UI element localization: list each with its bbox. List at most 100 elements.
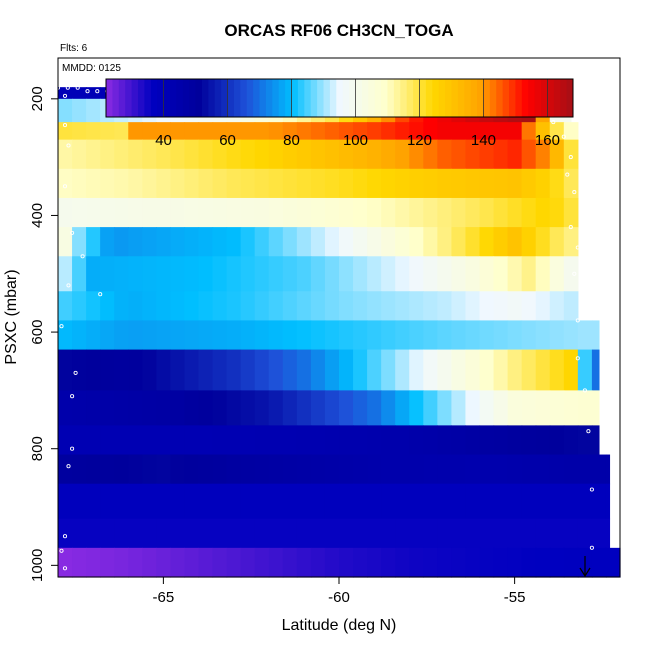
colorbar-segment bbox=[400, 79, 408, 117]
colorbar-segment bbox=[509, 79, 516, 117]
heatmap-cell bbox=[212, 139, 228, 170]
heatmap-cell bbox=[198, 168, 214, 199]
heatmap-cell bbox=[465, 454, 481, 485]
colorbar-segment bbox=[189, 79, 197, 117]
heatmap-cell bbox=[310, 320, 326, 351]
colorbar-segment bbox=[515, 79, 523, 117]
heatmap-cell bbox=[86, 425, 101, 456]
heatmap-cell bbox=[353, 349, 368, 391]
heatmap-cell bbox=[549, 122, 565, 141]
heatmap-cell bbox=[310, 483, 326, 520]
heatmap-cell bbox=[282, 454, 298, 485]
heatmap-cell bbox=[409, 139, 424, 170]
heatmap-cell bbox=[437, 518, 452, 549]
colorbar-segment bbox=[297, 79, 305, 117]
heatmap-cell bbox=[156, 197, 171, 228]
observation-point bbox=[75, 85, 80, 90]
heatmap-cell bbox=[170, 291, 186, 322]
heatmap-cell bbox=[423, 547, 438, 578]
heatmap-cell bbox=[381, 349, 396, 391]
heatmap-cell bbox=[493, 425, 509, 456]
heatmap-cell bbox=[58, 227, 73, 257]
colorbar-segment bbox=[349, 79, 356, 117]
heatmap-cell bbox=[212, 256, 228, 292]
heatmap-cell bbox=[339, 122, 354, 141]
observation-point bbox=[59, 324, 64, 329]
heatmap-cell bbox=[339, 483, 354, 520]
heatmap-cell bbox=[493, 390, 509, 426]
heatmap-cell bbox=[282, 518, 298, 549]
heatmap-cell bbox=[156, 547, 171, 578]
heatmap-cell bbox=[310, 454, 326, 485]
heatmap-cell bbox=[353, 390, 368, 426]
heatmap-cell bbox=[339, 256, 354, 292]
heatmap-cell bbox=[170, 483, 186, 520]
y-axis: 200 400 600 800 1000 bbox=[29, 86, 58, 582]
heatmap-cell bbox=[72, 87, 87, 100]
heatmap-cell bbox=[521, 454, 537, 485]
heatmap-cell bbox=[296, 227, 312, 257]
heatmap-cell bbox=[100, 168, 115, 199]
heatmap-cell bbox=[198, 425, 214, 456]
observation-point bbox=[575, 318, 580, 323]
heatmap-cell bbox=[423, 256, 438, 292]
heatmap-cell bbox=[72, 483, 87, 520]
heatmap-cell bbox=[381, 454, 396, 485]
colorbar-tick-label: 40 bbox=[155, 132, 172, 149]
heatmap-cell bbox=[367, 390, 382, 426]
heatmap-cell bbox=[591, 425, 600, 456]
heatmap-cell bbox=[367, 197, 382, 228]
heatmap-cell bbox=[128, 256, 143, 292]
heatmap-cell bbox=[268, 320, 284, 351]
heatmap-cell bbox=[268, 454, 284, 485]
heatmap-cell bbox=[310, 256, 326, 292]
colorbar-segment bbox=[125, 79, 133, 117]
heatmap-cell bbox=[535, 197, 551, 228]
heatmap-cell bbox=[451, 454, 467, 485]
observation-point bbox=[568, 155, 573, 160]
heatmap-cell bbox=[563, 425, 579, 456]
heatmap-cell bbox=[128, 227, 143, 257]
heatmap-cell bbox=[395, 349, 410, 391]
heatmap-cell bbox=[465, 349, 481, 391]
heatmap-cell bbox=[479, 291, 495, 322]
heatmap-cell bbox=[451, 256, 467, 292]
x-axis: -65 -60 -55 bbox=[153, 577, 525, 606]
heatmap-cell bbox=[339, 227, 354, 257]
heatmap-cell bbox=[156, 256, 171, 292]
heatmap-cell bbox=[226, 425, 242, 456]
observation-point bbox=[66, 143, 71, 148]
observation-point bbox=[575, 245, 580, 250]
heatmap-cell bbox=[212, 518, 228, 549]
heatmap-cell bbox=[395, 483, 410, 520]
heatmap-cell bbox=[114, 256, 129, 292]
heatmap-cell bbox=[226, 256, 242, 292]
heatmap-cell bbox=[465, 122, 481, 141]
heatmap-cell bbox=[549, 390, 565, 426]
heatmap-cell bbox=[521, 390, 537, 426]
heatmap-cell bbox=[367, 349, 382, 391]
heatmap-cell bbox=[521, 291, 537, 322]
heatmap-cell bbox=[282, 197, 298, 228]
heatmap-cell bbox=[535, 139, 551, 170]
heatmap-cell bbox=[156, 139, 171, 170]
colorbar-segment bbox=[477, 79, 484, 117]
colorbar-segment bbox=[528, 79, 536, 117]
heatmap-cell bbox=[170, 454, 186, 485]
heatmap-cell bbox=[128, 425, 143, 456]
colorbar-segment bbox=[182, 79, 190, 117]
heatmap bbox=[58, 87, 621, 578]
heatmap-cell bbox=[212, 483, 228, 520]
heatmap-cell bbox=[479, 256, 495, 292]
heatmap-cell bbox=[296, 320, 312, 351]
heatmap-cell bbox=[605, 454, 611, 485]
heatmap-cell bbox=[142, 349, 157, 391]
colorbar-segment bbox=[259, 79, 267, 117]
heatmap-cell bbox=[423, 227, 438, 257]
colorbar-segment bbox=[496, 79, 504, 117]
heatmap-cell bbox=[465, 390, 481, 426]
heatmap-cell bbox=[198, 518, 214, 549]
colorbar-segment bbox=[278, 79, 286, 117]
heatmap-cell bbox=[170, 197, 186, 228]
heatmap-cell bbox=[198, 320, 214, 351]
